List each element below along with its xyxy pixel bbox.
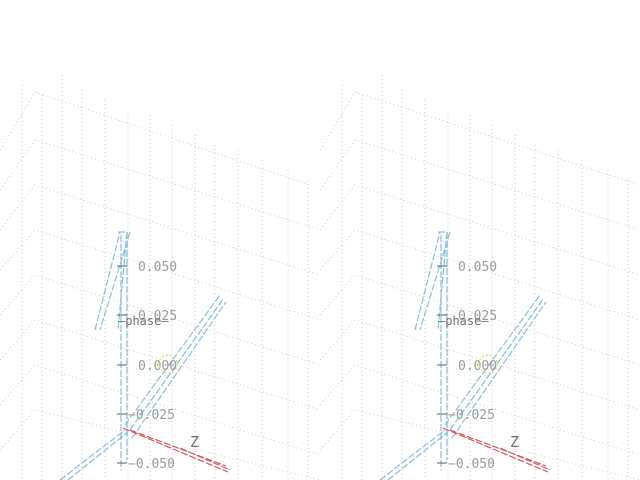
left-tick-label: 0.025 bbox=[138, 309, 177, 324]
left-tick-label: 0.000 bbox=[138, 359, 177, 374]
right-x-axis bbox=[442, 427, 551, 473]
left-origin-marker bbox=[158, 354, 178, 374]
right-tick-label: 0.025 bbox=[458, 309, 497, 324]
left-ticks bbox=[117, 265, 127, 464]
left-x-axis bbox=[122, 427, 231, 473]
right-grid bbox=[319, 75, 640, 480]
left-y-axis bbox=[59, 294, 227, 480]
right-tick-label: 0.000 bbox=[458, 359, 497, 374]
right-tick-label: −0.050 bbox=[448, 457, 495, 472]
right-z-label: Z bbox=[510, 433, 519, 451]
right-origin-marker bbox=[478, 354, 498, 374]
right-ticks bbox=[437, 265, 447, 464]
right-tick-label: 0.050 bbox=[458, 260, 497, 275]
left-grid bbox=[0, 75, 321, 480]
right-tick-label: −0.025 bbox=[448, 408, 495, 423]
right-panel: 0.050 0.025 0.000 −0.025 −0.050 —phase— … bbox=[319, 75, 640, 480]
left-tick-label: 0.050 bbox=[138, 260, 177, 275]
left-tick-label: −0.050 bbox=[128, 457, 175, 472]
left-z-label: Z bbox=[190, 433, 199, 451]
left-panel: 0.050 0.025 0.000 −0.025 −0.050 —phase— … bbox=[0, 75, 321, 480]
left-tick-label: −0.025 bbox=[128, 408, 175, 423]
right-axis-name: —phase— bbox=[438, 314, 489, 328]
left-axis-name: —phase— bbox=[118, 314, 169, 328]
